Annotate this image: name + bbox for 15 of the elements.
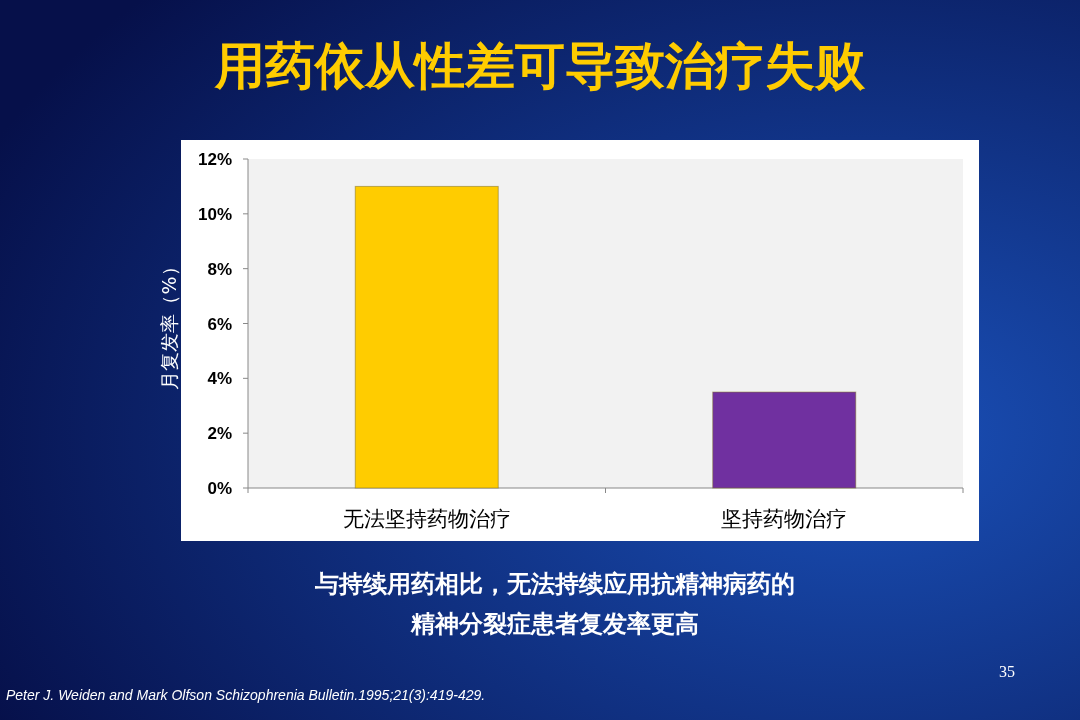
x-tick-label: 无法坚持药物治疗 (342, 507, 511, 531)
text: 精神分裂症患者复发率更高 (410, 610, 699, 638)
chart-title: 用药依从性差可导致治疗失败 (214, 37, 866, 95)
y-tick-label: 8% (207, 259, 232, 279)
y-tick-label: 2% (207, 424, 232, 444)
text: 35 (999, 663, 1015, 680)
y-tick-label: 4% (207, 369, 232, 389)
text: 与持续用药相比，无法持续应用抗精神病药的 (314, 570, 795, 598)
text: Peter J. Weiden and Mark Olfson Schizophrenia Bulletin.1995;21(3):419-429. (6, 687, 486, 703)
y-tick-label: 10% (197, 204, 232, 224)
y-tick-label: 6% (207, 314, 232, 334)
y-tick-label: 0% (207, 479, 232, 498)
y-tick-label: 12% (197, 150, 232, 169)
y-axis-title: 月复发率（%） (158, 257, 180, 390)
x-tick-label: 坚持药物治疗 (721, 507, 848, 531)
